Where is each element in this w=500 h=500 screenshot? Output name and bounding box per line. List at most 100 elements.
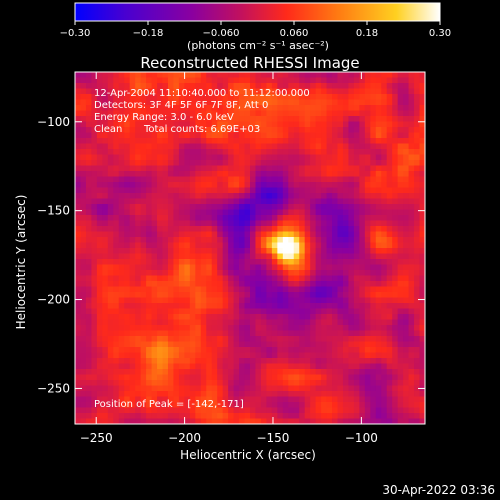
heatmap-cell <box>222 77 229 84</box>
heatmap-cell <box>85 237 93 244</box>
heatmap-cell <box>189 369 196 376</box>
heatmap-cell <box>332 330 339 337</box>
heatmap-cell <box>397 94 404 101</box>
heatmap-cell <box>118 303 125 310</box>
heatmap-cell <box>75 374 82 381</box>
heatmap-cell <box>118 83 125 90</box>
heatmap-cell <box>282 418 289 424</box>
heatmap-cell <box>85 110 93 117</box>
heatmap-cell <box>157 149 164 156</box>
heatmap-cell <box>80 385 87 392</box>
heatmap-cell <box>266 264 273 271</box>
heatmap-cell <box>211 83 218 90</box>
heatmap-cell <box>277 209 284 216</box>
heatmap-cell <box>277 385 284 392</box>
heatmap-cell <box>129 319 136 326</box>
heatmap-cell <box>217 237 224 244</box>
heatmap-cell <box>255 149 262 156</box>
heatmap-cell <box>151 319 158 326</box>
heatmap-cell <box>113 248 120 255</box>
heatmap-cell <box>178 171 185 178</box>
heatmap-cell <box>326 121 333 128</box>
heatmap-cell <box>381 286 388 293</box>
heatmap-cell <box>364 275 371 282</box>
heatmap-cell <box>315 99 322 106</box>
heatmap-cell <box>75 275 82 282</box>
heatmap-cell <box>91 88 98 95</box>
heatmap-cell <box>326 275 333 282</box>
heatmap-cell <box>189 396 196 403</box>
heatmap-cell <box>217 198 224 205</box>
heatmap-cell <box>315 187 322 194</box>
heatmap-cell <box>299 418 306 424</box>
heatmap-cell <box>419 418 425 424</box>
heatmap-cell <box>113 72 120 79</box>
heatmap-cell <box>271 209 278 216</box>
heatmap-cell <box>370 132 377 139</box>
heatmap-cell <box>260 336 268 343</box>
heatmap-cell <box>184 259 191 266</box>
heatmap-cell <box>315 407 322 414</box>
annotation-peak-position: Position of Peak = [-142,-171] <box>94 399 244 410</box>
heatmap-cell <box>113 402 120 409</box>
heatmap-cell <box>91 110 98 117</box>
heatmap-cell <box>353 413 360 420</box>
heatmap-cell <box>332 363 339 370</box>
heatmap-cell <box>129 264 136 271</box>
heatmap-cell <box>315 270 322 277</box>
heatmap-cell <box>370 242 377 249</box>
heatmap-cell <box>135 319 142 326</box>
heatmap-cell <box>386 314 393 321</box>
heatmap-cell <box>364 220 371 227</box>
heatmap-cell <box>173 380 180 387</box>
heatmap-cell <box>184 171 191 178</box>
heatmap-cell <box>162 369 169 376</box>
heatmap-cell <box>271 319 278 326</box>
heatmap-cell <box>184 336 191 343</box>
heatmap-cell <box>370 143 377 150</box>
heatmap-cell <box>414 204 421 211</box>
heatmap-cell <box>260 105 268 112</box>
heatmap-cell <box>113 270 120 277</box>
heatmap-cell <box>392 341 399 348</box>
heatmap-cell <box>157 396 164 403</box>
heatmap-cell <box>85 187 93 194</box>
heatmap-cell <box>348 94 355 101</box>
heatmap-cell <box>135 99 142 106</box>
heatmap-cell <box>244 99 251 106</box>
heatmap-cell <box>397 248 404 255</box>
heatmap-cell <box>353 88 360 95</box>
heatmap-cell <box>375 248 382 255</box>
heatmap-cell <box>162 396 169 403</box>
heatmap-cell <box>266 369 273 376</box>
heatmap-cell <box>228 215 235 222</box>
heatmap-cell <box>288 330 295 337</box>
heatmap-cell <box>342 308 350 315</box>
heatmap-cell <box>288 275 295 282</box>
heatmap-cell <box>353 160 360 167</box>
heatmap-cell <box>75 347 82 354</box>
heatmap-cell <box>342 138 350 145</box>
heatmap-cell <box>266 336 273 343</box>
heatmap-cell <box>250 374 257 381</box>
heatmap-cell <box>162 402 169 409</box>
heatmap-cell <box>189 198 196 205</box>
heatmap-cell <box>206 402 213 409</box>
heatmap-cell <box>151 248 158 255</box>
heatmap-cell <box>364 99 371 106</box>
heatmap-cell <box>167 209 175 216</box>
heatmap-cell <box>239 396 246 403</box>
heatmap-cell <box>321 220 328 227</box>
heatmap-cell <box>173 127 180 134</box>
heatmap-cell <box>118 352 125 359</box>
heatmap-cell <box>124 121 131 128</box>
heatmap-cell <box>217 110 224 117</box>
heatmap-cell <box>162 352 169 359</box>
heatmap-cell <box>414 105 421 112</box>
heatmap-cell <box>293 308 300 315</box>
heatmap-cell <box>326 297 333 304</box>
heatmap-cell <box>353 391 360 398</box>
heatmap-cell <box>260 99 268 106</box>
heatmap-cell <box>359 94 366 101</box>
heatmap-cell <box>80 187 87 194</box>
